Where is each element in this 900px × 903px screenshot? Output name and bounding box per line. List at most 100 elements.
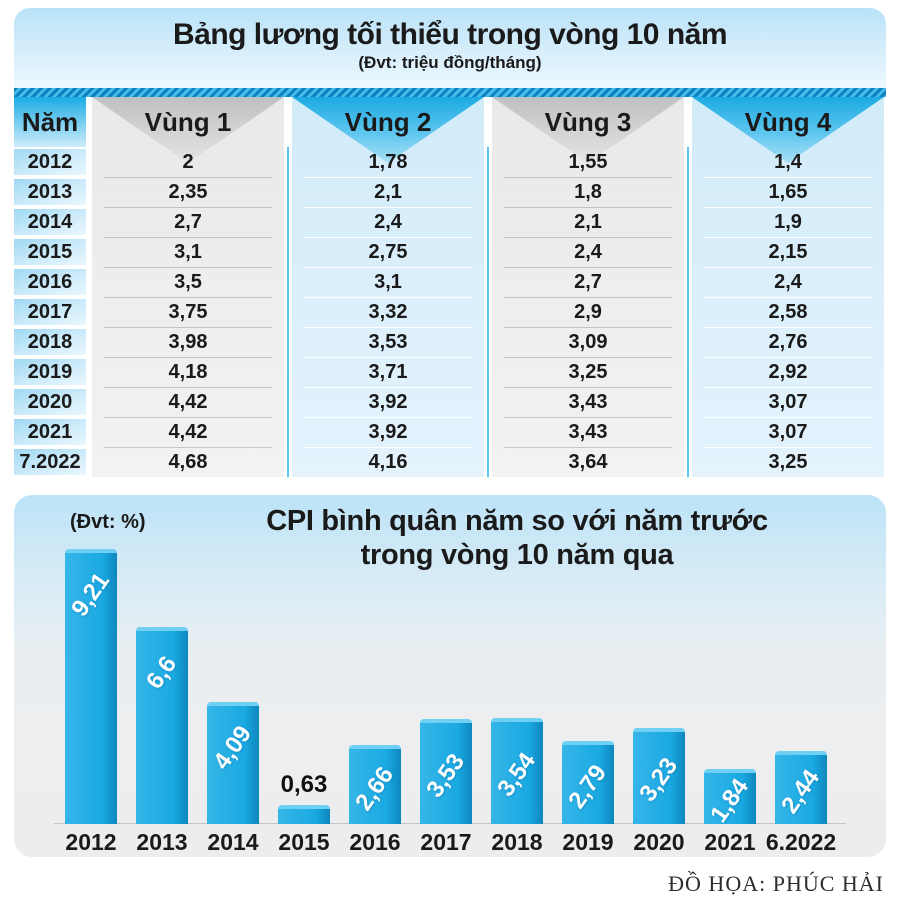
- wage-value-cell: 4,68: [92, 447, 284, 477]
- wage-value-cell: 2,76: [692, 327, 884, 357]
- year-cell: 2017: [14, 299, 86, 325]
- wage-value-cell: 1,8: [492, 177, 684, 207]
- bar-value-label: 2,79: [563, 759, 613, 814]
- wage-value-cell: 2,35: [92, 177, 284, 207]
- wage-value-cell: 2: [182, 150, 194, 173]
- x-axis-tick-label: 2012: [65, 829, 117, 855]
- wage-value-cell: 3,25: [492, 357, 684, 387]
- column-separator-1: [284, 147, 292, 477]
- wage-value-cell: 3,64: [492, 447, 684, 477]
- decorative-hatch-strip: [14, 88, 886, 97]
- header-cell-vung-2: Vùng 2: [344, 106, 432, 137]
- wage-value-cell: 2,92: [692, 357, 884, 387]
- wage-value-cell: 2,4: [492, 237, 684, 267]
- wage-value-cell: 2,9: [492, 297, 684, 327]
- year-cell: 7.2022: [14, 449, 86, 475]
- wage-value-cell: 2,58: [692, 297, 884, 327]
- year-cell: 2021: [14, 419, 86, 445]
- bar-value-label: 6,6: [140, 651, 183, 695]
- wage-value-cell: 1,9: [692, 207, 884, 237]
- cpi-bar-2018: 3,54: [491, 718, 543, 824]
- cpi-bar-2021: 1,84: [704, 769, 756, 828]
- column-separator-2: [484, 147, 492, 477]
- cpi-bar-2015: [278, 805, 330, 824]
- wage-value-cell: 3,92: [292, 387, 484, 417]
- x-axis-tick-label: 2015: [278, 829, 330, 855]
- bar-value-label: 3,54: [492, 747, 542, 802]
- wage-value-cell: 3,5: [92, 267, 284, 297]
- cpi-bar-2013: 6,6: [136, 627, 188, 824]
- chart-title-line1: CPI bình quân năm so với năm trước: [266, 505, 768, 537]
- bar-value-label: 3,53: [421, 748, 471, 803]
- wage-value-cell: 3,32: [292, 297, 484, 327]
- table-unit-subtitle: (Đvt: triệu đồng/tháng): [358, 53, 542, 72]
- year-cell: 2014: [14, 209, 86, 235]
- year-cell: 2016: [14, 269, 86, 295]
- chart-title-line2: trong vòng 10 năm qua: [360, 538, 674, 571]
- year-cell: 2019: [14, 359, 86, 385]
- cpi-chart-panel: (Đvt: %) CPI bình quân năm so với năm tr…: [14, 495, 886, 857]
- year-cell: 2015: [14, 239, 86, 265]
- cpi-bar-2016: 2,66: [349, 745, 401, 824]
- x-axis-tick-label: 2016: [349, 829, 401, 855]
- chart-title: CPI bình quân năm so với năm trước trong …: [184, 505, 850, 572]
- wage-value-cell: 1,78: [368, 150, 408, 173]
- bar-value-label: 4,09: [208, 720, 258, 775]
- wage-value-cell: 2,1: [292, 177, 484, 207]
- wage-value-cell: 2,7: [92, 207, 284, 237]
- wage-value-cell: 4,16: [292, 447, 484, 477]
- table-title: Bảng lương tối thiểu trong vòng 10 năm: [172, 18, 728, 51]
- wage-value-cell: 1,65: [692, 177, 884, 207]
- wage-value-cell: 2,1: [492, 207, 684, 237]
- column-separator-3: [684, 147, 692, 477]
- table-title-box: Bảng lương tối thiểu trong vòng 10 năm (…: [14, 8, 886, 88]
- x-axis-tick-label: 2021: [704, 829, 756, 855]
- wage-value-cell: 3,43: [492, 417, 684, 447]
- wage-value-cell: 2,4: [692, 267, 884, 297]
- year-cell: 2012: [14, 149, 86, 175]
- header-cell-vung-4: Vùng 4: [744, 106, 832, 137]
- wage-value-cell: 3,1: [92, 237, 284, 267]
- x-axis-tick-label: 2018: [491, 829, 543, 855]
- wage-value-cell: 3,98: [92, 327, 284, 357]
- cpi-bar-2017: 3,53: [420, 719, 472, 824]
- wage-value-cell: 4,18: [92, 357, 284, 387]
- wage-value-cell: 2,15: [692, 237, 884, 267]
- x-axis-tick-label: 2019: [562, 829, 614, 855]
- wage-value-cell: 3,1: [292, 267, 484, 297]
- wage-value-cell: 4,42: [92, 387, 284, 417]
- header-cell-nam: Năm: [14, 97, 86, 147]
- cpi-bar-6.2022: 2,44: [775, 751, 827, 824]
- year-cell: 2018: [14, 329, 86, 355]
- wage-value-cell: 3,09: [492, 327, 684, 357]
- wage-value-cell: 3,07: [692, 417, 884, 447]
- wage-value-cell: 3,43: [492, 387, 684, 417]
- min-wage-table: Năm Vùng 1 Vùng 2 Vùng 3 Vùng 4 2012 2 1,78 1,55…: [14, 97, 886, 477]
- wage-value-cell: 3,75: [92, 297, 284, 327]
- wage-value-cell: 3,92: [292, 417, 484, 447]
- wage-value-cell: 4,42: [92, 417, 284, 447]
- x-axis-tick-label: 2017: [420, 829, 472, 855]
- wage-value-cell: 3,71: [292, 357, 484, 387]
- x-axis-tick-label: 2020: [633, 829, 685, 855]
- wage-value-cell: 2,75: [292, 237, 484, 267]
- graphics-credit: ĐỒ HỌA: PHÚC HẢI: [668, 871, 884, 896]
- year-cell: 2013: [14, 179, 86, 205]
- x-axis-tick-label: 2013: [136, 829, 188, 855]
- wage-value-cell: 2,4: [292, 207, 484, 237]
- wage-value-cell: 3,25: [692, 447, 884, 477]
- min-wage-table-panel: Bảng lương tối thiểu trong vòng 10 năm (…: [14, 8, 886, 477]
- header-cell-vung-1: Vùng 1: [144, 106, 232, 137]
- bar-value-label: 2,44: [776, 764, 826, 819]
- cpi-bar-2020: 3,23: [633, 728, 685, 824]
- wage-value-cell: 1,4: [774, 150, 802, 173]
- chart-unit-label: (Đvt: %): [70, 511, 146, 533]
- bar-value-label: 9,21: [66, 567, 116, 622]
- x-axis-tick-label: 2014: [207, 829, 259, 855]
- x-axis-tick-label: 6.2022: [765, 829, 837, 855]
- cpi-bar-2014: 4,09: [207, 702, 259, 824]
- year-cell: 2020: [14, 389, 86, 415]
- wage-value-cell: 2,7: [492, 267, 684, 297]
- cpi-bar-plot: 9,21 2012 6,6 2013 4,09 2014 0,63 2015 2,66 2016 3…: [14, 495, 886, 857]
